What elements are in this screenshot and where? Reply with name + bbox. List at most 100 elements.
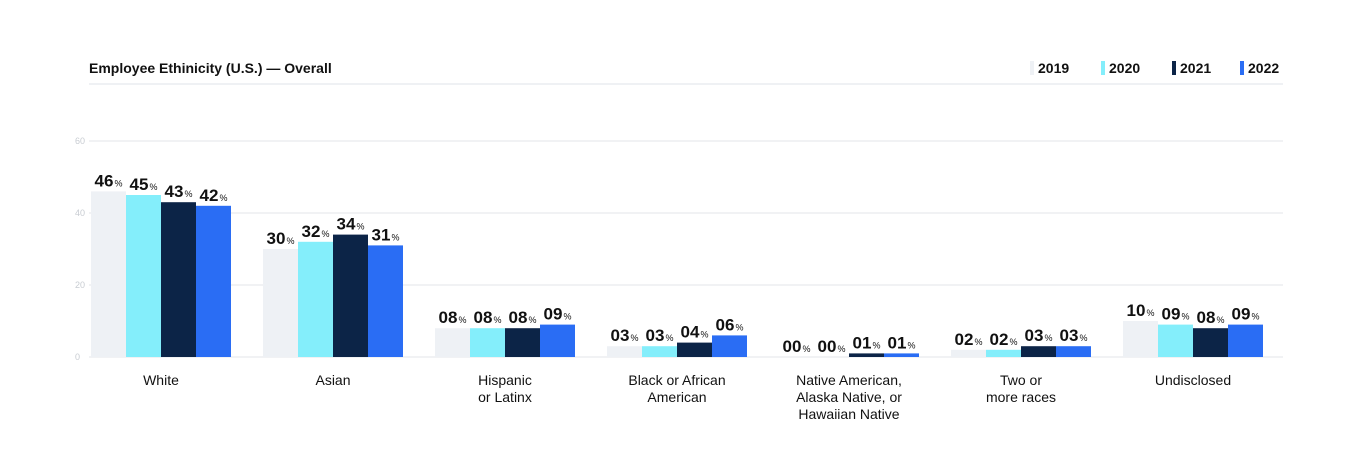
data-label: 03% [1025, 326, 1053, 345]
data-label-value: 45 [130, 175, 149, 194]
bar-2021 [333, 234, 368, 357]
data-label-suffix: % [735, 322, 743, 332]
bar-2021 [505, 328, 540, 357]
data-label-value: 30 [267, 229, 286, 248]
y-tick-label: 60 [75, 136, 85, 146]
data-label: 01% [853, 333, 881, 352]
data-label: 00% [818, 337, 846, 356]
data-label: 06% [716, 315, 744, 334]
category-label: Two or more races [986, 372, 1056, 405]
data-label: 02% [990, 330, 1018, 349]
data-label: 08% [509, 308, 537, 327]
bar-2022 [196, 205, 231, 357]
data-label-suffix: % [1251, 312, 1259, 322]
data-label: 45% [130, 175, 158, 194]
data-label-suffix: % [493, 315, 501, 325]
data-label-suffix: % [1079, 333, 1087, 343]
data-label-suffix: % [321, 229, 329, 239]
data-label-value: 08 [1197, 308, 1216, 327]
bar-2021 [677, 342, 712, 357]
category-label-line: Hawaiian Native [798, 406, 899, 422]
legend-label-2022: 2022 [1248, 60, 1279, 76]
category-label: White [143, 372, 179, 388]
data-label-suffix: % [1044, 333, 1052, 343]
category-label-line: Undisclosed [1155, 372, 1231, 388]
category-label-line: Asian [315, 372, 350, 388]
data-label-suffix: % [286, 236, 294, 246]
data-label-suffix: % [1146, 308, 1154, 318]
data-label: 03% [1060, 326, 1088, 345]
data-label: 46% [95, 171, 123, 190]
bar-2019 [951, 349, 986, 357]
category-label: Undisclosed [1155, 372, 1231, 388]
bar-2020 [1158, 324, 1193, 357]
data-label-suffix: % [219, 193, 227, 203]
data-label-value: 08 [509, 308, 528, 327]
data-label: 01% [888, 333, 916, 352]
data-label: 03% [611, 326, 639, 345]
data-label: 08% [439, 308, 467, 327]
category-label-line: Two or [1000, 372, 1042, 388]
legend-label-2019: 2019 [1038, 60, 1069, 76]
legend-label-2021: 2021 [1180, 60, 1211, 76]
bar-2021 [161, 202, 196, 357]
data-label-value: 02 [990, 330, 1009, 349]
bar-2019 [435, 328, 470, 357]
bar-2022 [712, 335, 747, 357]
data-label: 09% [1232, 305, 1260, 324]
data-label-suffix: % [184, 189, 192, 199]
bar-2019 [91, 191, 126, 357]
data-label-value: 03 [1025, 326, 1044, 345]
bar-2019 [1123, 321, 1158, 357]
data-label: 02% [955, 330, 983, 349]
category-label-line: Native American, [796, 372, 902, 388]
data-label-value: 31 [372, 225, 391, 244]
data-label-suffix: % [630, 333, 638, 343]
chart-title: Employee Ethinicity (U.S.) — Overall [89, 60, 332, 76]
legend-label-2020: 2020 [1109, 60, 1140, 76]
data-label: 34% [337, 215, 365, 234]
data-label: 31% [372, 225, 400, 244]
category-label: Asian [315, 372, 350, 388]
bar-2021 [1021, 346, 1056, 357]
data-label-value: 42 [200, 186, 219, 205]
data-label-value: 03 [646, 326, 665, 345]
category-label-line: Black or African [628, 372, 725, 388]
data-label-value: 00 [783, 337, 802, 356]
data-labels: 46% 45% 43% 42%30%32%34% 31%08% 08% 08% 09%03% 0… [95, 171, 1260, 356]
data-label-suffix: % [458, 315, 466, 325]
data-label-suffix: % [974, 337, 982, 347]
legend-swatch-2022 [1240, 61, 1244, 75]
data-label-suffix: % [802, 344, 810, 354]
data-label-value: 04 [681, 323, 700, 342]
data-label-value: 46 [95, 171, 114, 190]
data-label: 00% [783, 337, 811, 356]
legend-swatch-2020 [1101, 61, 1105, 75]
category-label-line: or Latinx [478, 389, 532, 405]
bar-2020 [298, 241, 333, 357]
data-label-value: 00 [818, 337, 837, 356]
category-label: Hispanic or Latinx [478, 372, 532, 405]
bar-2019 [607, 346, 642, 357]
bar-2022 [368, 245, 403, 357]
data-label: 32% [302, 222, 330, 241]
data-label-suffix: % [1009, 337, 1017, 347]
data-label-value: 01 [853, 333, 872, 352]
data-label-suffix: % [356, 222, 364, 232]
data-label: 08% [474, 308, 502, 327]
data-label: 09% [544, 305, 572, 324]
bar-2019 [263, 249, 298, 357]
data-label-value: 09 [1162, 305, 1181, 324]
data-label-suffix: % [563, 312, 571, 322]
data-label-value: 08 [439, 308, 458, 327]
data-label-suffix: % [528, 315, 536, 325]
data-label-suffix: % [665, 333, 673, 343]
category-label-line: Hispanic [478, 372, 532, 388]
category-label-line: more races [986, 389, 1056, 405]
category-label: Black or African American [628, 372, 725, 405]
data-label: 43% [165, 182, 193, 201]
data-label: 10% [1127, 301, 1155, 320]
bar-2022 [1056, 346, 1091, 357]
